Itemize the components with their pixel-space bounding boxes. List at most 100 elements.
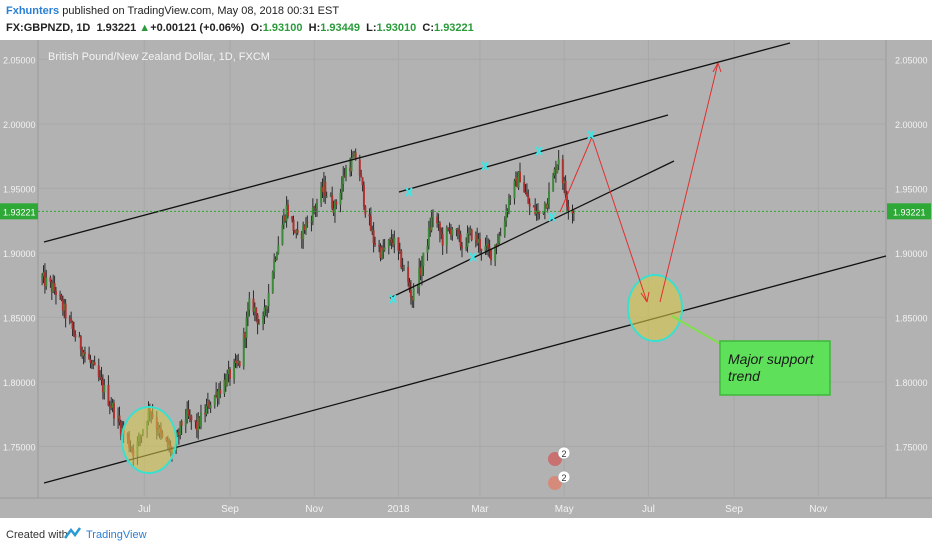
candle-body	[78, 336, 81, 338]
tradingview-link[interactable]: TradingView	[86, 529, 147, 541]
candle-body	[242, 332, 245, 367]
last-price-tag-left-text: 1.93221	[3, 207, 36, 217]
candle-body	[542, 211, 545, 214]
tradingview-logo-icon	[64, 527, 82, 539]
x-tick-label: Nov	[809, 504, 827, 515]
candle-body	[469, 229, 472, 233]
candle-body	[302, 225, 305, 239]
candle-body	[527, 195, 530, 204]
candle-body	[82, 352, 85, 356]
candle-body	[487, 243, 490, 248]
projection-arrow-up-to-target[interactable]	[659, 62, 719, 303]
candle-body	[248, 298, 251, 310]
created-with-label: Created with	[6, 529, 68, 541]
time-scale[interactable]	[0, 498, 932, 518]
low-value: 1.93010	[376, 22, 417, 34]
candle-body	[459, 234, 462, 247]
candle-body	[436, 216, 439, 224]
author-link[interactable]: Fxhunters	[6, 5, 60, 17]
y-tick-label-left: 1.95000	[3, 184, 36, 194]
pivot-x-icon	[469, 252, 477, 262]
candle-body	[369, 216, 372, 231]
left-price-scale[interactable]	[0, 40, 38, 498]
candle-body	[325, 196, 328, 198]
candle-body	[420, 266, 423, 276]
candle-body	[226, 374, 229, 387]
candle-body	[197, 417, 200, 431]
candle-body	[41, 276, 44, 279]
high-value: 1.93449	[320, 22, 360, 34]
candle-body	[490, 249, 493, 261]
price-chart[interactable]: Major support trend British Pound/New Ze…	[0, 40, 932, 518]
support-zone-ellipse-right[interactable]	[627, 274, 683, 342]
channel-bottom-line[interactable]	[43, 255, 887, 484]
candle-body	[362, 185, 365, 207]
candle-body	[206, 401, 209, 406]
candle-body	[89, 359, 92, 363]
candle-body	[322, 181, 325, 193]
candle-body	[63, 303, 66, 311]
candle-body	[447, 227, 450, 229]
candle-body	[552, 175, 555, 192]
candle-body	[83, 352, 86, 354]
y-tick-label-left: 2.00000	[3, 120, 36, 130]
candle-body	[466, 233, 469, 247]
callout-box[interactable]	[719, 340, 831, 396]
candle-body	[49, 277, 52, 282]
candle-body	[223, 379, 226, 394]
x-tick-label: Sep	[725, 504, 743, 515]
candle-body	[101, 380, 104, 393]
candle-body	[190, 415, 193, 421]
right-price-scale[interactable]	[886, 40, 932, 498]
last-price: 1.93221	[96, 22, 137, 34]
candle-body	[498, 235, 501, 243]
candle-body	[505, 211, 508, 222]
candle-body	[177, 432, 180, 435]
candle-body	[485, 243, 488, 246]
candle-body	[470, 229, 473, 240]
candle-body	[440, 232, 443, 235]
candle-body	[199, 412, 202, 427]
event-icons[interactable]: 2 2	[548, 446, 571, 490]
x-tick-label: Nov	[305, 504, 323, 515]
callout-text-line1: Major support	[728, 351, 815, 367]
candle-body	[209, 405, 212, 409]
candle-body	[503, 221, 506, 236]
candle-body	[184, 418, 187, 426]
high-label: H:	[308, 22, 321, 34]
candle-body	[295, 229, 298, 234]
change-arrow-icon: ▲	[139, 22, 151, 34]
candle-body	[233, 362, 236, 379]
symbol-label[interactable]: FX:GBPNZD, 1D	[6, 22, 91, 34]
candle-body	[382, 247, 385, 251]
candle-body	[391, 242, 394, 245]
candle-body	[332, 208, 335, 213]
wedge-top-line[interactable]	[398, 114, 669, 193]
support-zone-ellipse-left[interactable]	[121, 406, 177, 474]
candle-body	[565, 195, 568, 207]
event-badge[interactable]	[557, 470, 571, 484]
x-tick-label: May	[555, 504, 574, 515]
y-tick-label-left: 2.05000	[3, 55, 36, 65]
y-tick-label-right: 2.00000	[895, 120, 928, 130]
candle-body	[264, 307, 267, 309]
candle-body	[234, 360, 237, 363]
candle-body	[291, 216, 294, 220]
candle-body	[379, 246, 382, 259]
y-tick-label-right: 1.75000	[895, 442, 928, 452]
candle-body	[407, 267, 410, 283]
event-badge[interactable]	[557, 446, 571, 460]
wedge-bottom-line[interactable]	[389, 160, 675, 299]
candle-body	[281, 224, 284, 245]
y-tick-label-left: 1.80000	[3, 378, 36, 388]
candle-body	[564, 180, 567, 196]
candle-body	[509, 198, 512, 200]
candle-body	[371, 230, 374, 232]
y-tick-label-left: 1.85000	[3, 313, 36, 323]
candle-body	[354, 152, 357, 160]
candle-body	[204, 412, 207, 415]
price-change: +0.00121 (+0.06%)	[150, 22, 245, 34]
candle-body	[427, 227, 430, 246]
event-count: 2	[561, 449, 566, 459]
channel-top-line[interactable]	[43, 42, 791, 243]
